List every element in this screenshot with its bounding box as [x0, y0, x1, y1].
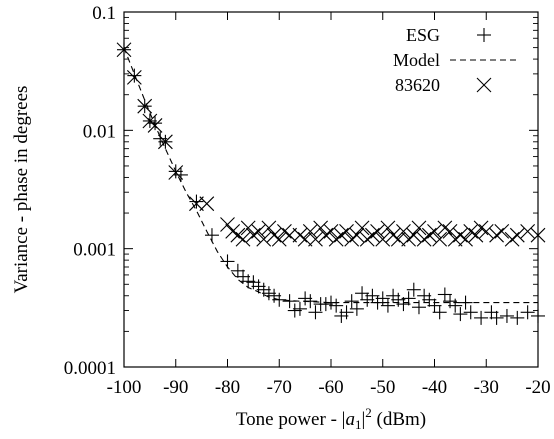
y-tick-label: 0.0001	[64, 358, 116, 379]
series-83620-point	[158, 134, 173, 150]
series-83620-point	[339, 223, 354, 239]
series-83620-point	[411, 220, 427, 236]
y-tick-label: 0.01	[83, 121, 116, 142]
legend-cross-symbol	[476, 77, 492, 93]
series-83620-point	[277, 223, 292, 239]
series-83620-point	[302, 223, 318, 239]
series-83620-point	[509, 227, 525, 243]
series-83620-point	[442, 223, 458, 239]
series-83620-point	[473, 220, 489, 236]
series-83620-point	[494, 223, 510, 239]
x-tick-label: -70	[267, 377, 292, 398]
series-83620-point	[225, 223, 241, 239]
series-83620-point	[256, 231, 272, 247]
series-83620-point	[385, 227, 401, 243]
series-83620-point	[354, 220, 370, 236]
series-83620-point	[240, 220, 256, 236]
series-83620-point	[116, 42, 132, 58]
series-83620-point	[313, 220, 329, 236]
series-83620-point	[478, 223, 494, 239]
x-tick-label: -80	[215, 377, 240, 398]
series-83620-point	[230, 227, 246, 243]
series-83620-point	[271, 231, 287, 247]
series-83620-point	[452, 227, 468, 243]
x-axis-label: Tone power - |a1|2 (dBm)	[236, 405, 426, 432]
series-83620-point	[137, 98, 153, 114]
series-83620-point	[390, 231, 406, 247]
series-83620-point	[168, 165, 184, 180]
x-tick-label: -50	[370, 377, 395, 398]
series-83620-point	[437, 220, 453, 236]
legend-label: Model	[393, 50, 440, 70]
series-83620-point	[308, 231, 323, 247]
x-tick-label: -40	[422, 377, 447, 398]
series-83620-point	[292, 227, 308, 243]
series-83620-point	[199, 196, 215, 212]
series-83620-point	[282, 227, 297, 243]
series-83620-point	[427, 223, 442, 239]
series-83620-point	[530, 227, 546, 243]
series-83620-point	[297, 231, 313, 247]
series-83620-point	[261, 220, 277, 236]
y-axis-label: Variance - phase in degrees	[11, 86, 32, 294]
series-83620-point	[126, 70, 142, 85]
series-83620-point	[220, 217, 235, 232]
series-83620-point	[396, 223, 411, 239]
y-tick-label: 0.001	[73, 240, 116, 261]
series-83620-point	[370, 223, 385, 239]
series-83620-point	[406, 227, 422, 243]
x-tick-label: -100	[107, 377, 142, 398]
series-83620-point	[463, 223, 479, 239]
plot-frame	[123, 11, 539, 368]
series-83620-point	[251, 223, 266, 239]
x-tick-label: -30	[474, 377, 499, 398]
legend-label: 83620	[395, 75, 440, 95]
series-83620-point	[189, 196, 204, 212]
y-tick-label: 0.1	[92, 3, 116, 24]
series-83620-point	[458, 231, 473, 247]
series-83620-point	[235, 231, 251, 247]
legend-label: ESG	[406, 25, 440, 45]
x-tick-label: -60	[318, 377, 343, 398]
series-83620-point	[380, 220, 396, 236]
series-83620-point	[147, 118, 163, 133]
x-tick-label: -20	[525, 377, 550, 398]
series-83620-point	[432, 231, 448, 247]
series-83620-point	[375, 231, 391, 247]
series-83620-point	[468, 227, 484, 243]
series-83620-point	[266, 227, 282, 243]
x-tick-label: -90	[163, 377, 188, 398]
series-83620-point	[323, 223, 339, 239]
series-83620-point	[349, 227, 365, 243]
series-83620-point	[520, 223, 536, 239]
